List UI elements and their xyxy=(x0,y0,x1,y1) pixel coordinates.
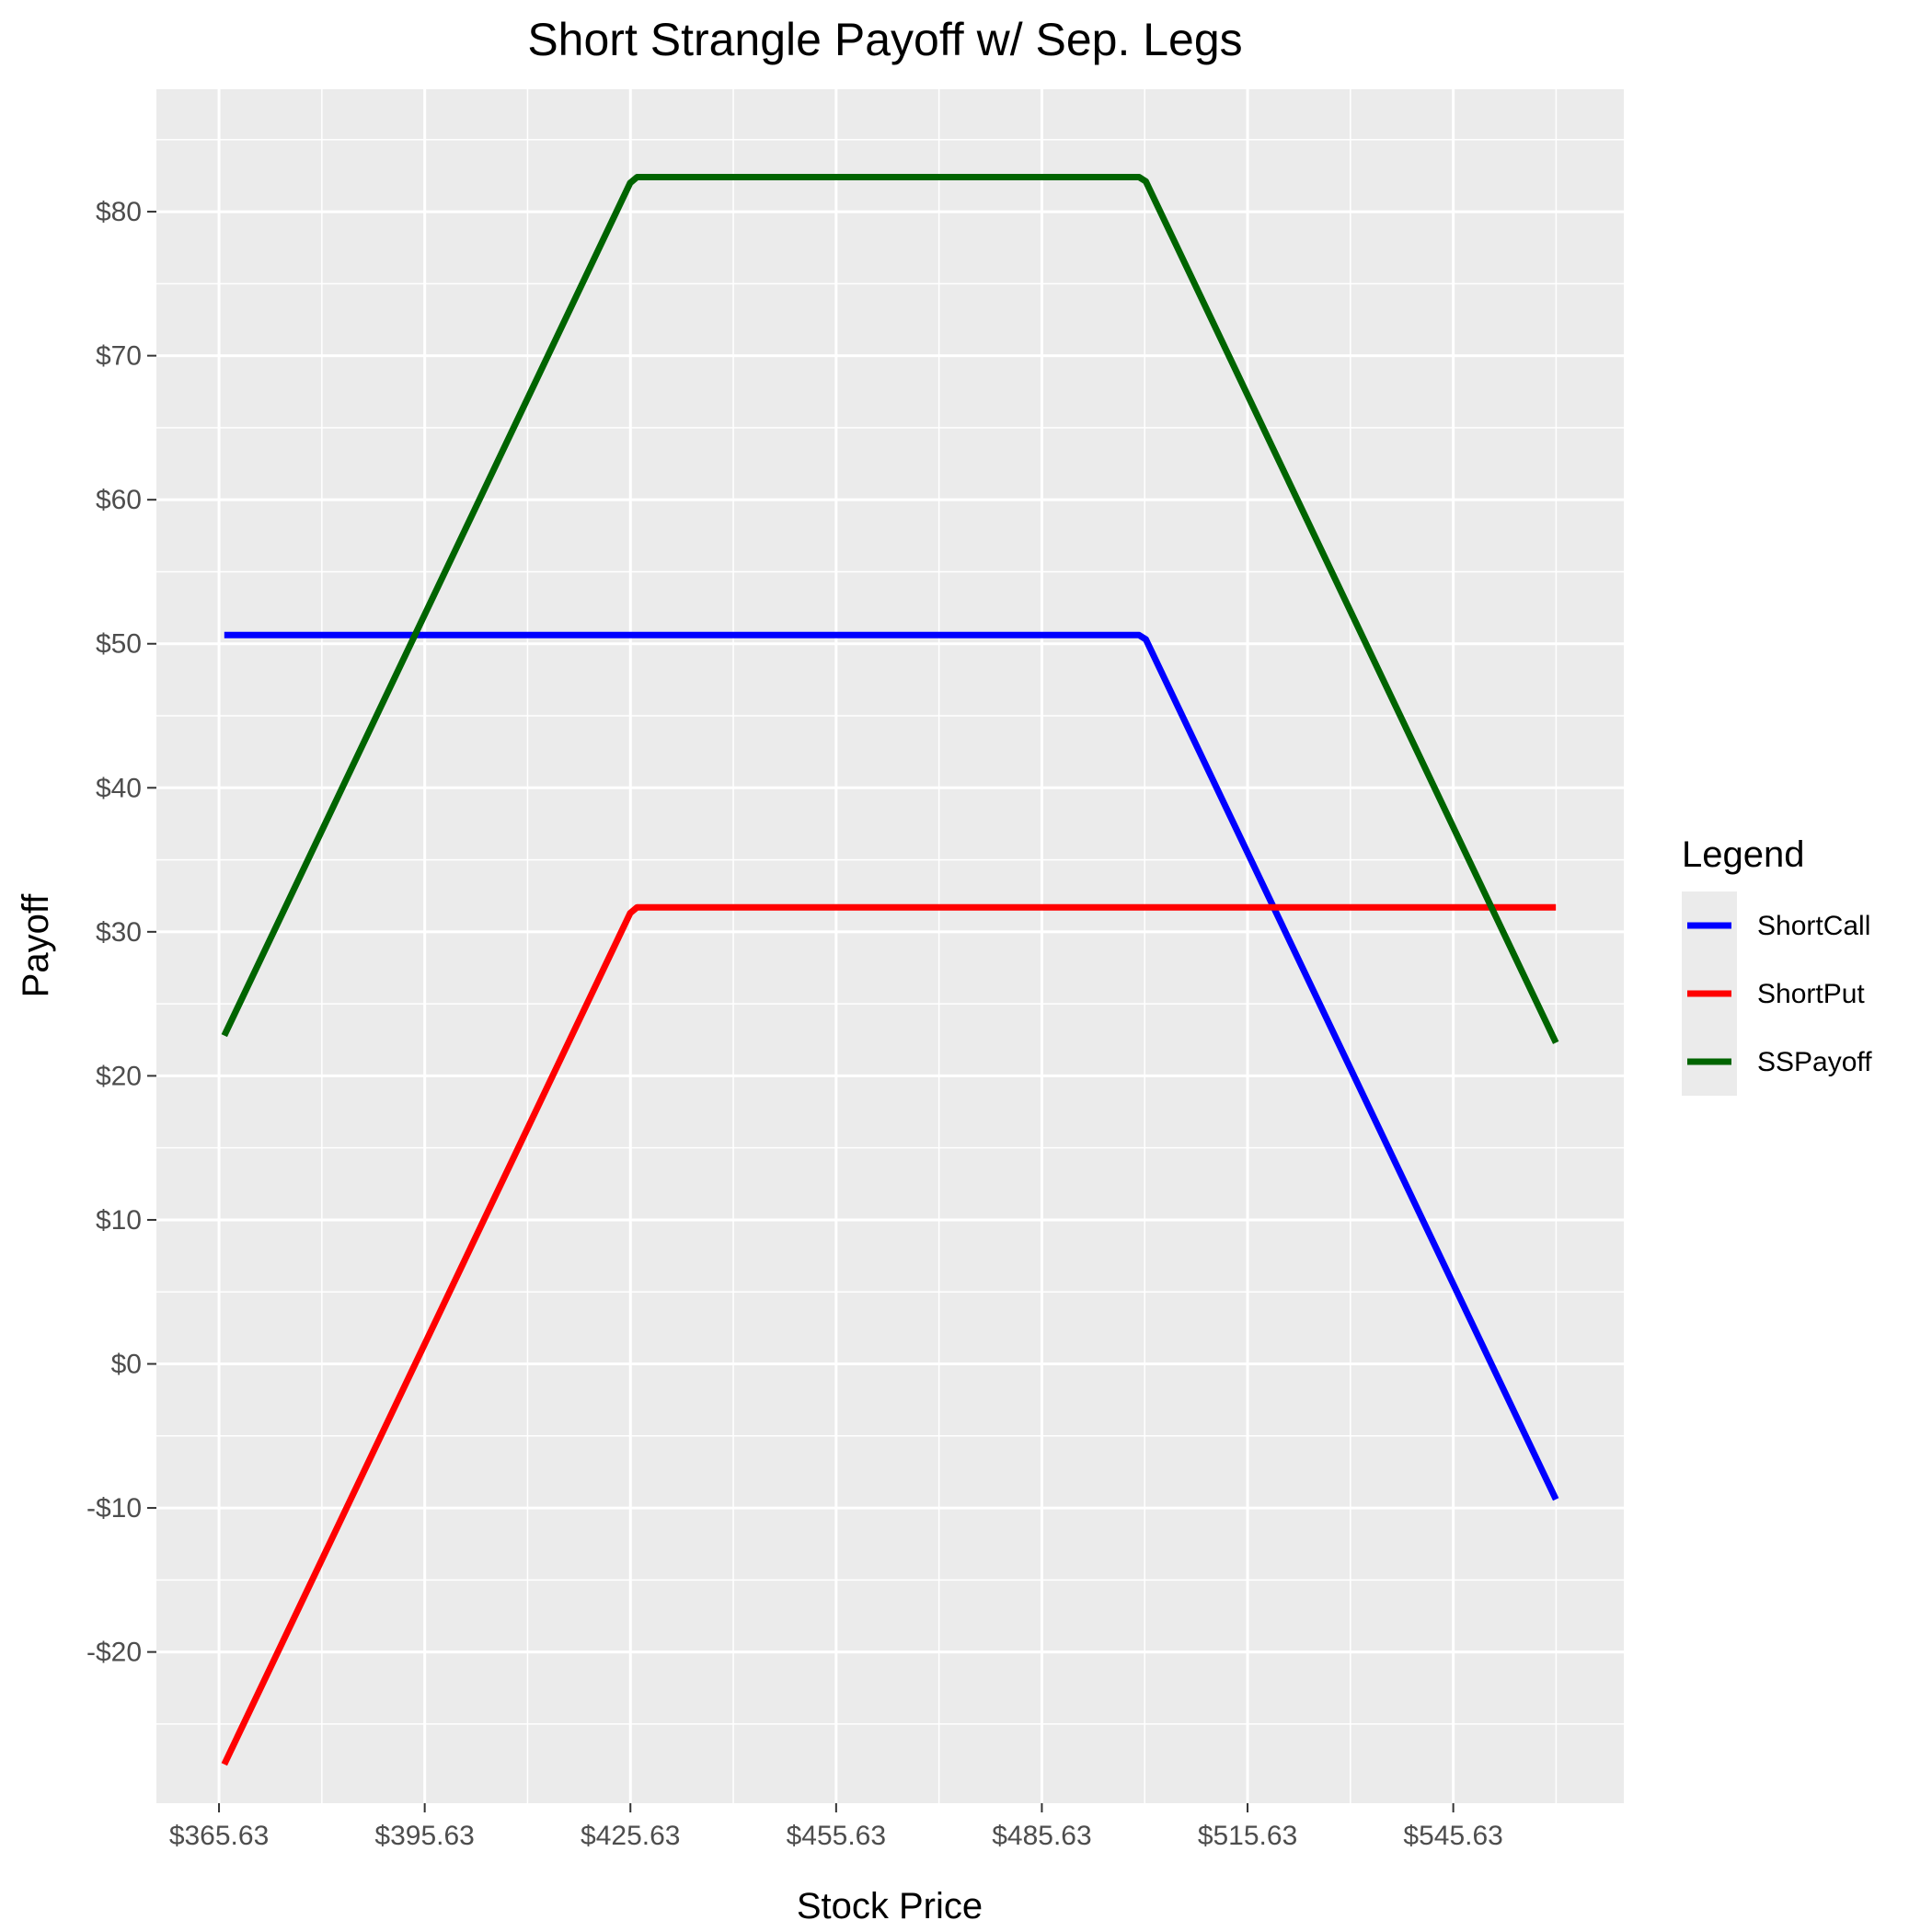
y-axis-title: Payoff xyxy=(16,893,56,998)
y-tick-label: $60 xyxy=(96,485,142,515)
series-layer xyxy=(221,174,1559,1766)
series-line-shortput xyxy=(221,903,1557,1766)
x-tick-label: $515.63 xyxy=(1198,1821,1297,1851)
series-line-shortcall xyxy=(224,631,1559,1501)
y-tick-label: $50 xyxy=(96,629,142,660)
major-gridlines xyxy=(156,89,1624,1803)
legend-label-shortput: ShortPut xyxy=(1757,979,1865,1009)
y-tick-label: -$20 xyxy=(86,1638,142,1668)
chart-title: Short Strangle Payoff w/ Sep. Legs xyxy=(527,14,1242,65)
y-tick-label: $80 xyxy=(96,197,142,227)
y-tick-label: $10 xyxy=(96,1205,142,1236)
plot-panel xyxy=(156,89,1624,1803)
minor-gridlines xyxy=(156,89,1624,1803)
x-tick-label: $395.63 xyxy=(374,1821,474,1851)
legend-title: Legend xyxy=(1682,834,1804,875)
y-tick-label: $30 xyxy=(96,917,142,948)
x-axis: $365.63 $395.63 $425.63 $455.63 $485.63 $515.… xyxy=(169,1803,1503,1851)
x-tick-label: $545.63 xyxy=(1403,1821,1502,1851)
series-line-sspayoff xyxy=(221,174,1559,1044)
x-tick-label: $455.63 xyxy=(787,1821,886,1851)
y-tick-label: -$10 xyxy=(86,1493,142,1524)
y-tick-label: $20 xyxy=(96,1061,142,1091)
y-tick-label: $70 xyxy=(96,341,142,372)
legend-label-sspayoff: SSPayoff xyxy=(1757,1047,1872,1077)
legend: Legend ShortCall ShortPut SSPayoff xyxy=(1682,834,1872,1096)
x-tick-label: $425.63 xyxy=(581,1821,680,1851)
x-axis-title: Stock Price xyxy=(797,1886,983,1926)
y-tick-label: $40 xyxy=(96,773,142,803)
x-tick-label: $365.63 xyxy=(169,1821,269,1851)
y-axis: -$20 -$10 $0 $10 $20 $30 $40 $50 $60 $70 $80 xyxy=(86,197,156,1668)
legend-label-shortcall: ShortCall xyxy=(1757,911,1870,941)
y-tick-label: $0 xyxy=(111,1350,142,1380)
x-tick-label: $485.63 xyxy=(992,1821,1091,1851)
